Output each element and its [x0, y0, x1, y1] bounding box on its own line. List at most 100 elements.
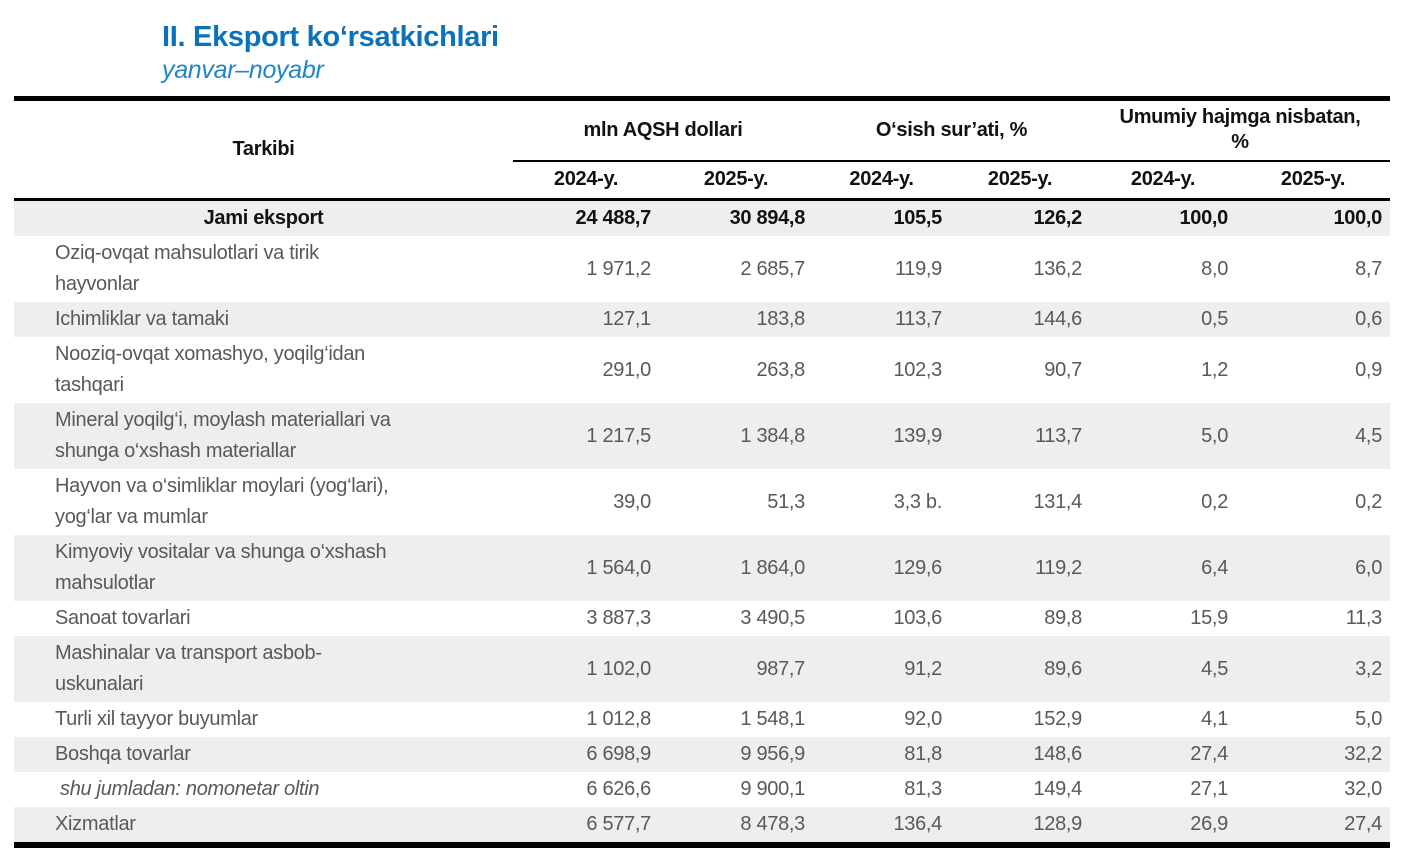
row-label: Sanoat tovarlari — [55, 607, 191, 629]
row-value: 26,9 — [1190, 813, 1229, 835]
row-value: 9 900,1 — [740, 778, 806, 800]
year-header: 2025-y. — [1236, 160, 1391, 201]
row-value: 1 384,8 — [740, 424, 806, 447]
group-header-osish-surati: O‘sish sur’ati, % — [813, 98, 1091, 162]
row-label: Oziq-ovqat mahsulotlari va tirik hayvonl… — [55, 242, 319, 295]
row-value: 144,6 — [1033, 308, 1083, 330]
row-value: 4,5 — [1201, 657, 1229, 680]
row-value: 6 626,6 — [586, 778, 651, 800]
year-header: 2024-y. — [813, 160, 951, 201]
table-row: Ichimliklar va tamaki 127,1 183,8 113,7 144,… — [14, 302, 1391, 337]
row-value: 0,2 — [1355, 490, 1383, 513]
row-value: 9 956,9 — [740, 743, 806, 765]
row-label: Xizmatlar — [55, 813, 136, 835]
table-row: Nooziq-ovqat xomashyo, yoqilg‘idan tashq… — [14, 337, 1390, 403]
row-value: 3 490,5 — [740, 607, 806, 629]
row-value: 6,4 — [1201, 556, 1229, 579]
row-value: 263,8 — [756, 358, 806, 381]
row-value: 81,8 — [904, 743, 943, 765]
export-table: Tarkibi mln AQSH dollari O‘sish sur’ati,… — [14, 96, 1391, 848]
row-value: 4,5 — [1355, 424, 1383, 447]
row-value: 139,9 — [893, 424, 943, 447]
group-header-umumiy-hajmga: Umumiy hajmga nisbatan, % — [1090, 98, 1391, 162]
row-value: 2 685,7 — [740, 257, 806, 280]
row-value: 103,6 — [893, 607, 943, 629]
row-value: 1,2 — [1201, 358, 1229, 381]
row-value: 148,6 — [1033, 743, 1083, 765]
row-value: 100,0 — [1179, 207, 1229, 229]
row-value: 105,5 — [893, 207, 943, 229]
row-value: 1 564,0 — [586, 556, 651, 579]
row-value: 6 698,9 — [586, 743, 651, 765]
row-value: 987,7 — [756, 657, 806, 680]
row-value: 27,4 — [1344, 813, 1383, 835]
row-value: 1 548,1 — [740, 708, 806, 730]
table-header: Tarkibi mln AQSH dollari O‘sish sur’ati,… — [14, 98, 1391, 201]
row-value: 1 971,2 — [586, 257, 651, 280]
group-header-mln-aqsh: mln AQSH dollari — [513, 98, 814, 162]
table-row: Boshqa tovarlar 6 698,9 9 956,9 81,8 148,6 27… — [14, 737, 1391, 772]
row-value: 81,3 — [904, 778, 943, 800]
row-value: 1 217,5 — [586, 424, 651, 447]
table-row: Mineral yoqilg‘i, moylash materiallari v… — [14, 403, 1391, 469]
row-value: 100,0 — [1333, 207, 1383, 229]
row-value: 0,6 — [1355, 308, 1383, 330]
row-value: 5,0 — [1201, 424, 1229, 447]
row-label: Ichimliklar va tamaki — [55, 308, 229, 330]
row-value: 24 488,7 — [575, 207, 652, 229]
year-header: 2025-y. — [950, 160, 1091, 201]
table-row: shu jumladan: nomonetar oltin 6 626,6 9 90… — [14, 772, 1390, 807]
row-value: 91,2 — [904, 657, 943, 680]
table-row: Hayvon va o‘simliklar moylari (yog‘lari)… — [14, 469, 1390, 535]
table-row: Mashinalar va transport asbob- uskunalar… — [14, 636, 1391, 702]
row-label: Turli xil tayyor buyumlar — [55, 708, 258, 730]
table-row: Xizmatlar 6 577,7 8 478,3 136,4 128,9 26,9 27,… — [14, 807, 1391, 845]
row-label: Mashinalar va transport asbob- uskunalar… — [55, 642, 322, 695]
row-value: 0,5 — [1201, 308, 1229, 330]
row-value: 1 102,0 — [586, 657, 651, 680]
row-value: 113,7 — [894, 308, 943, 330]
row-value: 0,9 — [1355, 358, 1383, 381]
row-value: 90,7 — [1044, 358, 1083, 381]
row-value: 5,0 — [1355, 708, 1383, 730]
row-value: 129,6 — [893, 556, 943, 579]
row-value: 102,3 — [893, 358, 943, 381]
row-value: 183,8 — [756, 308, 806, 330]
row-value: 1 864,0 — [740, 556, 806, 579]
group-header-row: Tarkibi mln AQSH dollari O‘sish sur’ati,… — [14, 98, 1391, 201]
row-value: 11,3 — [1345, 607, 1383, 629]
row-value: 6 577,7 — [586, 813, 651, 835]
row-value: 51,3 — [767, 490, 806, 513]
table-row: Sanoat tovarlari 3 887,3 3 490,5 103,6 89,8 1… — [14, 601, 1390, 636]
row-value: 8,7 — [1355, 257, 1383, 280]
row-value: 15,9 — [1190, 607, 1229, 629]
row-label: shu jumladan: nomonetar oltin — [60, 778, 320, 800]
row-value: 291,0 — [602, 358, 651, 381]
row-value: 32,0 — [1344, 778, 1383, 800]
row-value: 3,2 — [1355, 657, 1383, 680]
row-value: 27,1 — [1190, 778, 1229, 800]
row-label: Boshqa tovarlar — [55, 743, 191, 765]
table-row: Kimyoviy vositalar va shunga o‘xshash ma… — [14, 535, 1391, 601]
row-value: 39,0 — [613, 490, 651, 513]
row-value: 0,2 — [1201, 490, 1229, 513]
row-label: Kimyoviy vositalar va shunga o‘xshash ma… — [55, 541, 387, 594]
year-header: 2025-y. — [659, 160, 814, 201]
table-row: Jami eksport 24 488,7 30 894,8 105,5 126,2 10… — [14, 199, 1391, 236]
row-value: 136,4 — [893, 813, 943, 835]
row-value: 126,2 — [1033, 207, 1083, 229]
row-value: 131,4 — [1033, 490, 1083, 513]
row-value: 89,8 — [1044, 607, 1083, 629]
year-header: 2024-y. — [513, 160, 659, 201]
row-value: 152,9 — [1033, 708, 1083, 730]
table-body: Jami eksport 24 488,7 30 894,8 105,5 126,2 10… — [14, 199, 1391, 845]
row-value: 119,2 — [1034, 556, 1083, 579]
year-header: 2024-y. — [1090, 160, 1237, 201]
page-title: II. Eksport ko‘rsatkichlari — [162, 21, 499, 53]
row-value: 8,0 — [1201, 257, 1229, 280]
row-value: 119,9 — [894, 257, 943, 280]
row-value: 3,3 b. — [893, 490, 943, 513]
row-value: 127,1 — [602, 308, 651, 330]
row-label: Nooziq-ovqat xomashyo, yoqilg‘idan tashq… — [55, 343, 365, 396]
row-value: 149,4 — [1033, 778, 1083, 800]
